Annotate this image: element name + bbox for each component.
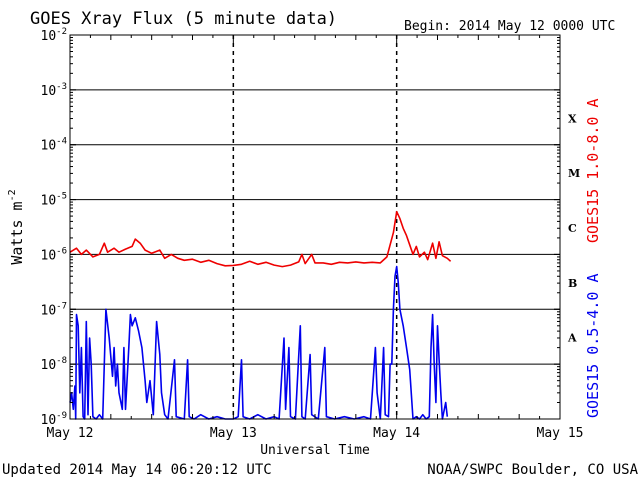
series-short-channel-line (69, 265, 449, 420)
chart-title: GOES Xray Flux (5 minute data) (30, 9, 337, 29)
y-tick-label-exponent: -7 (56, 301, 67, 311)
y-tick-label: 10-4 (41, 137, 68, 154)
grid-layer (70, 35, 560, 419)
y-tick-label-exponent: -8 (56, 356, 67, 366)
footer-source: NOAA/SWPC Boulder, CO USA (427, 462, 638, 478)
y-tick-label-base: 10 (41, 358, 57, 373)
flare-class-label: C (568, 222, 577, 235)
flare-class-label: B (568, 277, 577, 290)
flare-class-label: X (568, 112, 577, 125)
y-axis-label: Watts m-2 (7, 189, 26, 264)
y-tick-label-base: 10 (41, 303, 57, 318)
flare-class-label: A (567, 332, 577, 345)
y-tick-label-base: 10 (41, 413, 57, 428)
footer-updated: Updated 2014 May 14 06:20:12 UTC (2, 462, 272, 478)
y-tick-label-exponent: -3 (56, 82, 67, 92)
y-tick-label-base: 10 (41, 194, 57, 209)
y-tick-label: 10-2 (41, 27, 68, 44)
y-axis-label-base: Watts m (8, 201, 26, 264)
y-tick-label: 10-8 (41, 356, 68, 373)
series-long-channel-line (69, 210, 452, 268)
legend-short-channel: GOES15 0.5-4.0 A (584, 274, 602, 419)
y-tick-label-base: 10 (41, 139, 57, 154)
x-tick-label: May 13 (210, 426, 257, 441)
x-tick-label: May 15 (537, 426, 584, 441)
y-tick-label-exponent: -5 (56, 192, 67, 202)
y-tick-label-exponent: -2 (56, 27, 67, 37)
x-axis-label: Universal Time (260, 443, 370, 458)
flare-class-label: M (568, 167, 580, 180)
x-tick-label: May 14 (373, 426, 420, 441)
series-layer (69, 210, 452, 420)
begin-label: Begin: 2014 May 12 0000 UTC (404, 19, 615, 34)
y-tick-label: 10-6 (41, 246, 68, 263)
y-tick-label-exponent: -9 (56, 411, 67, 421)
y-tick-label-base: 10 (41, 248, 57, 263)
y-tick-label-exponent: -6 (56, 246, 67, 256)
legend-long-channel: GOES15 1.0-8.0 A (584, 99, 602, 244)
y-tick-label: 10-3 (41, 82, 68, 99)
y-tick-label-base: 10 (41, 29, 57, 44)
y-tick-label: 10-5 (41, 192, 68, 209)
y-tick-label: 10-9 (41, 411, 68, 428)
tick-layer: May 12 May 13 May 14 May 1510-210-310-410-5… (41, 27, 584, 441)
y-axis-label-exponent: -2 (7, 189, 18, 201)
y-tick-label-exponent: -4 (56, 137, 67, 147)
y-tick-label: 10-7 (41, 301, 68, 318)
y-tick-label-base: 10 (41, 84, 57, 99)
x-tick-label: May 12 (47, 426, 94, 441)
